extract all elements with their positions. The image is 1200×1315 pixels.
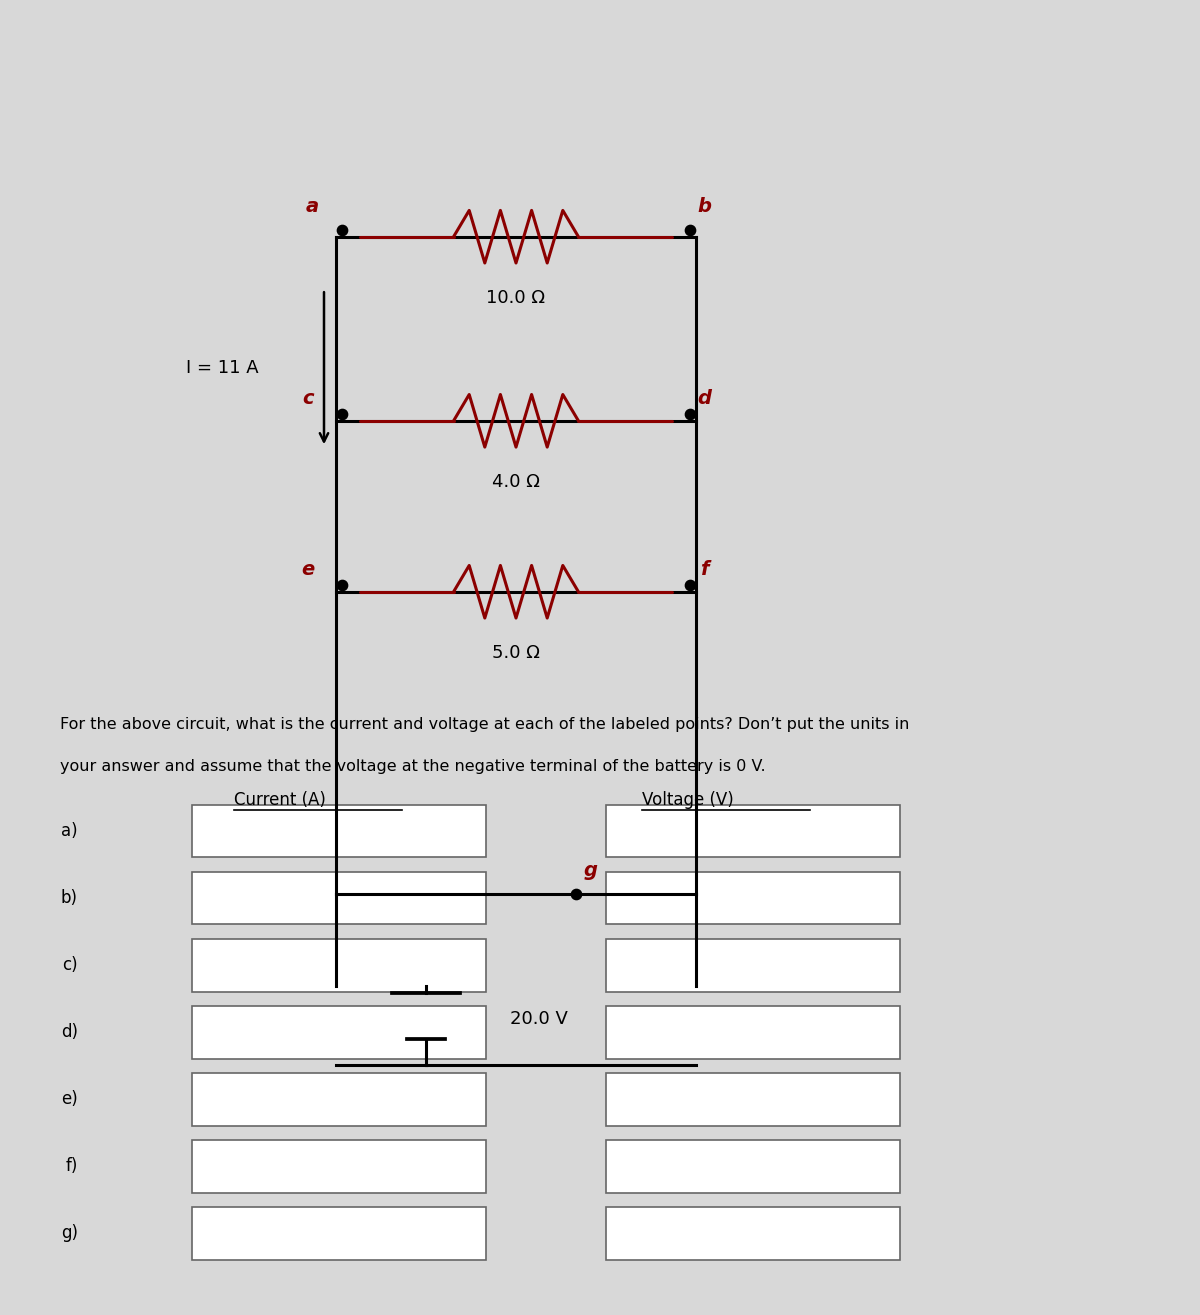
Point <box>332 220 352 241</box>
FancyBboxPatch shape <box>606 939 900 992</box>
FancyBboxPatch shape <box>192 872 486 924</box>
Text: 20.0 V: 20.0 V <box>510 1010 568 1028</box>
Text: Voltage (V): Voltage (V) <box>642 790 733 809</box>
Text: a: a <box>306 197 318 216</box>
FancyBboxPatch shape <box>606 805 900 857</box>
Text: 5.0 Ω: 5.0 Ω <box>492 644 540 663</box>
FancyBboxPatch shape <box>606 872 900 924</box>
FancyBboxPatch shape <box>606 1006 900 1059</box>
Text: d: d <box>697 389 712 408</box>
FancyBboxPatch shape <box>192 1207 486 1260</box>
Text: c): c) <box>62 956 78 974</box>
FancyBboxPatch shape <box>606 1140 900 1193</box>
Text: g: g <box>583 861 598 880</box>
FancyBboxPatch shape <box>606 1207 900 1260</box>
Text: 4.0 Ω: 4.0 Ω <box>492 473 540 492</box>
Point <box>332 404 352 425</box>
Text: d): d) <box>61 1023 78 1041</box>
Text: e: e <box>301 560 316 579</box>
Text: 10.0 Ω: 10.0 Ω <box>486 289 546 308</box>
Text: c: c <box>302 389 314 408</box>
Text: e): e) <box>61 1090 78 1109</box>
Text: your answer and assume that the voltage at the negative terminal of the battery : your answer and assume that the voltage … <box>60 759 766 773</box>
Point <box>332 575 352 596</box>
Text: f): f) <box>66 1157 78 1176</box>
FancyBboxPatch shape <box>192 1006 486 1059</box>
Point <box>680 404 700 425</box>
FancyBboxPatch shape <box>192 805 486 857</box>
FancyBboxPatch shape <box>606 1073 900 1126</box>
FancyBboxPatch shape <box>192 939 486 992</box>
Text: b: b <box>697 197 712 216</box>
Text: a): a) <box>61 822 78 840</box>
Text: For the above circuit, what is the current and voltage at each of the labeled po: For the above circuit, what is the curre… <box>60 717 910 731</box>
FancyBboxPatch shape <box>192 1073 486 1126</box>
Point <box>680 220 700 241</box>
Point <box>680 575 700 596</box>
Point <box>566 884 586 905</box>
Text: f: f <box>700 560 709 579</box>
Text: I = 11 A: I = 11 A <box>186 359 258 377</box>
FancyBboxPatch shape <box>192 1140 486 1193</box>
Text: g): g) <box>61 1224 78 1243</box>
Text: Current (A): Current (A) <box>234 790 326 809</box>
Text: b): b) <box>61 889 78 907</box>
